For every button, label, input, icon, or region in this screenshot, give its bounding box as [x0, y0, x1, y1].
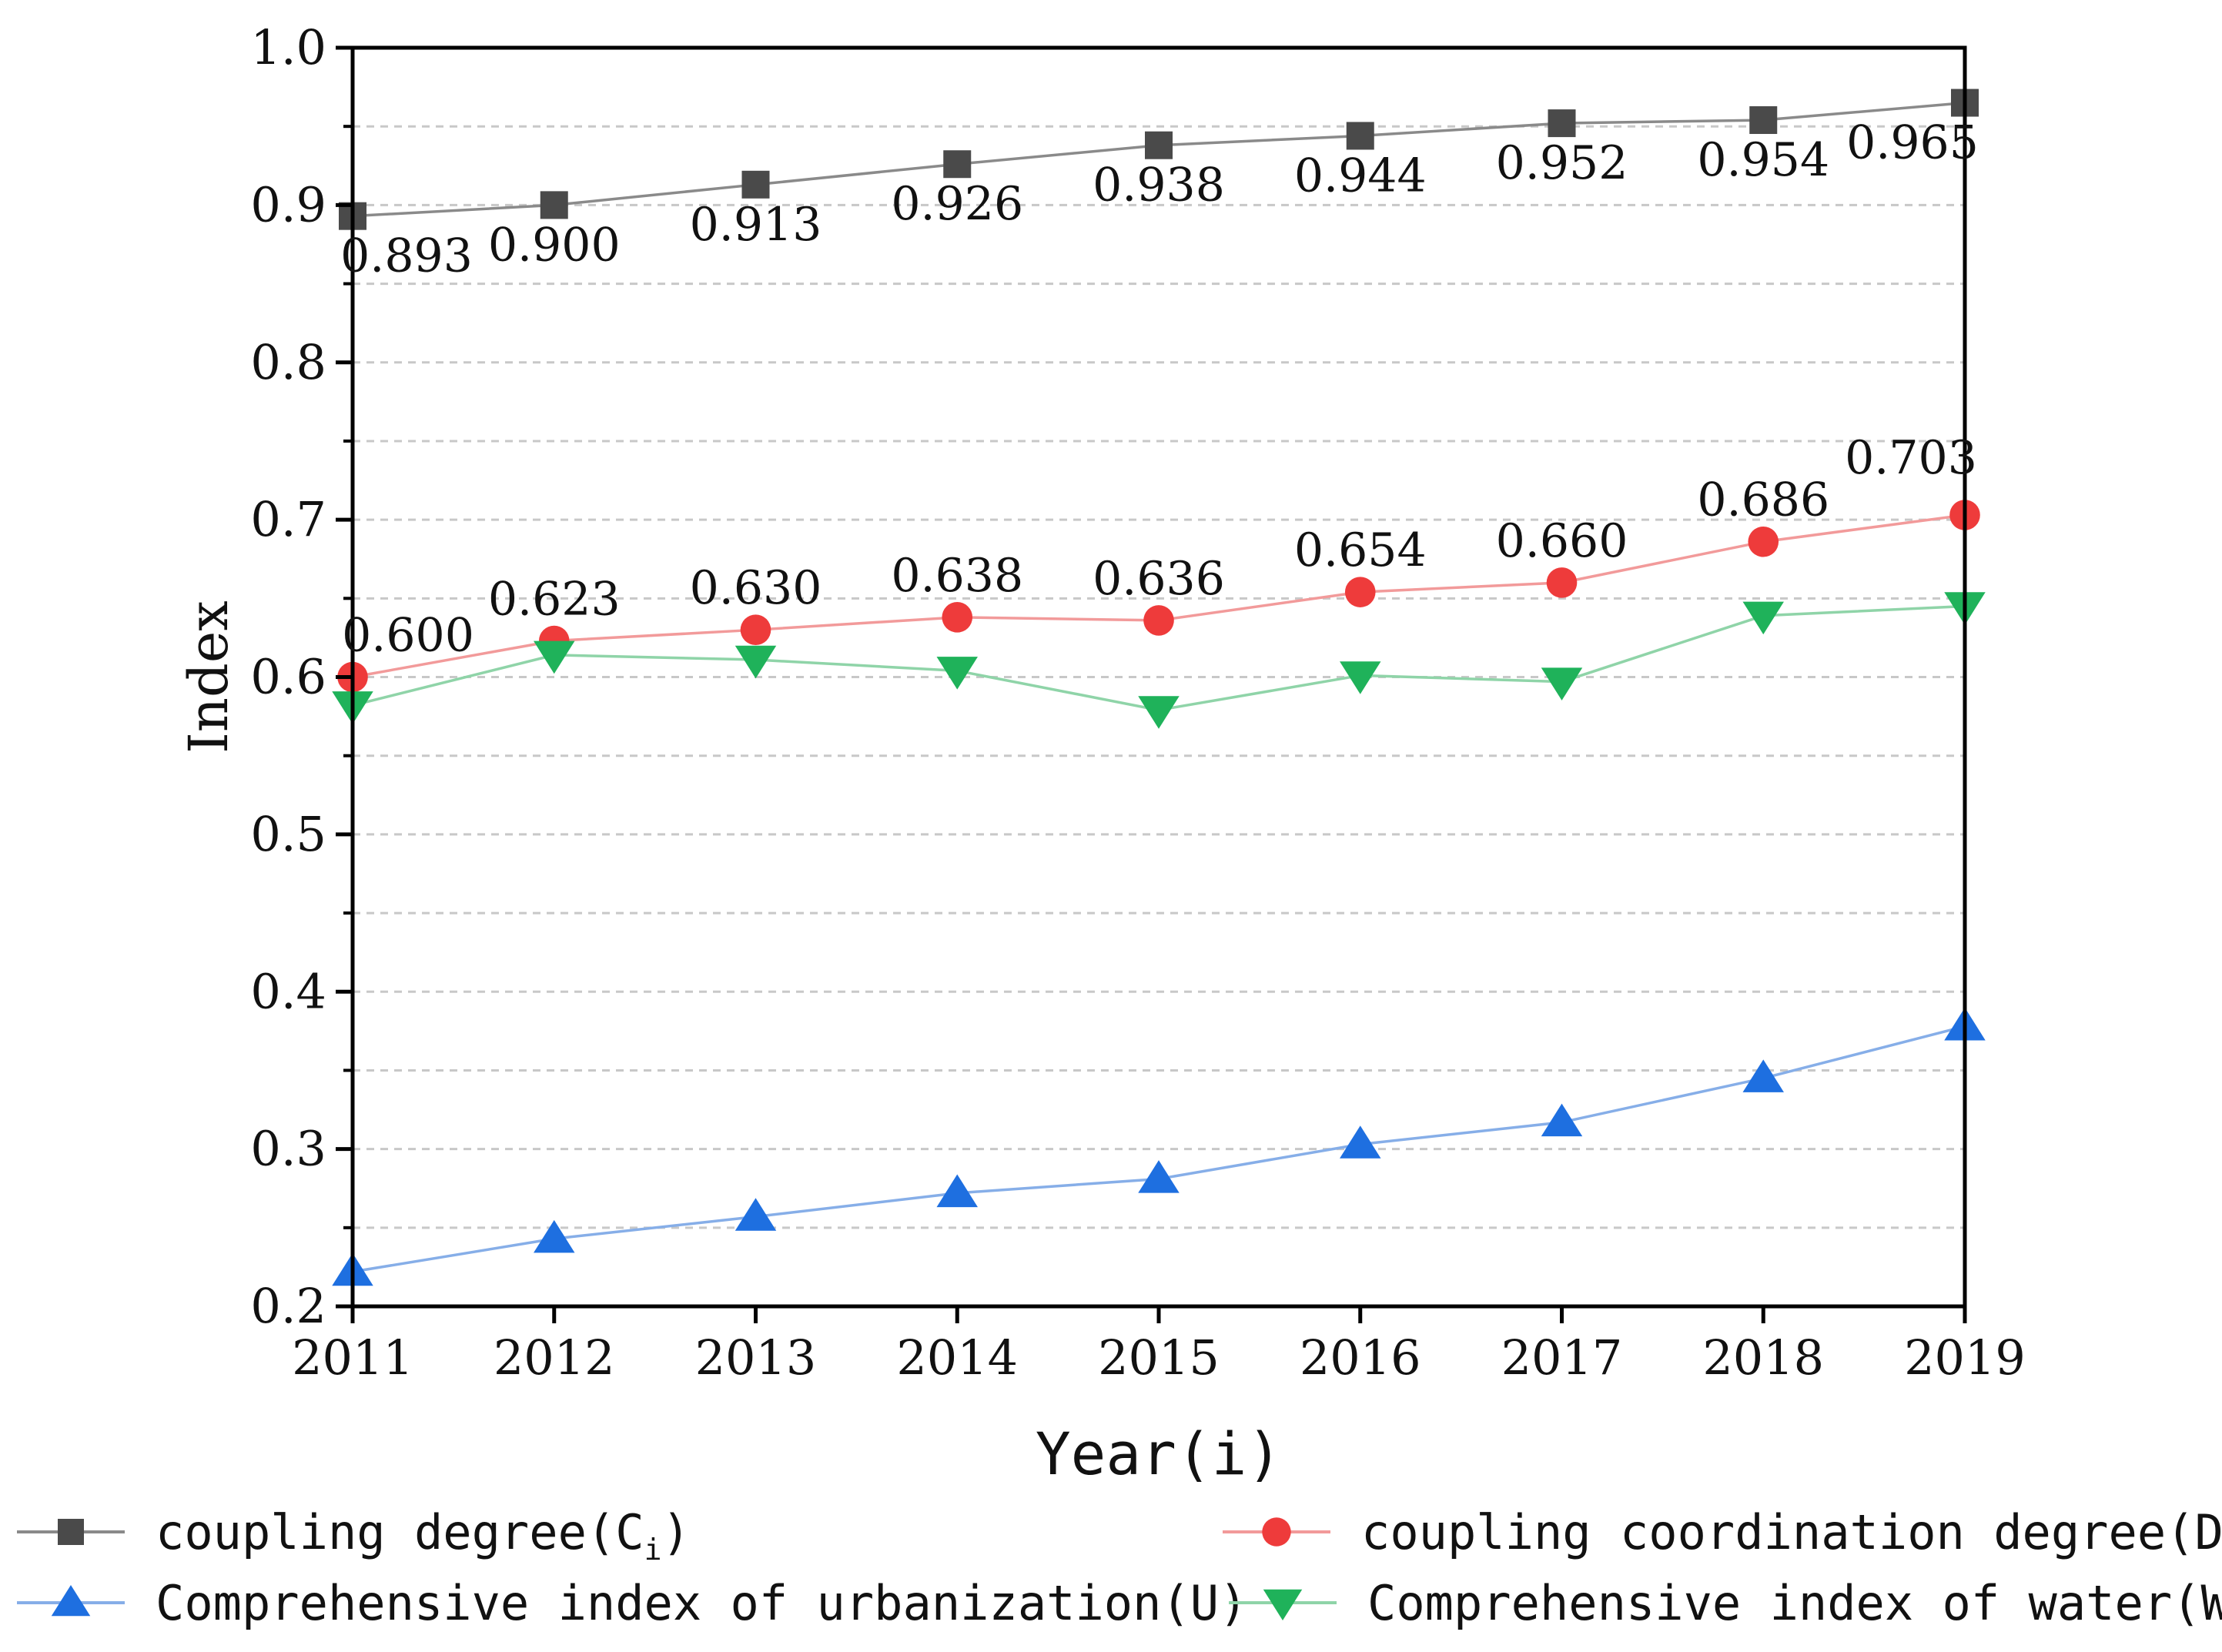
data-point-urbanization-index: [735, 1198, 777, 1231]
data-point-urbanization-index: [534, 1219, 575, 1253]
y-tick-label: 0.2: [250, 1278, 326, 1334]
data-label-coupling-coordination-degree: 0.686: [1697, 473, 1829, 527]
data-point-coupling-coordination-degree: [1143, 605, 1174, 636]
data-label-coupling-coordination-degree: 0.600: [342, 609, 474, 663]
legend-item-water-index: Comprehensive index of water(W): [1229, 1575, 2222, 1631]
data-label-coupling-coordination-degree: 0.638: [891, 549, 1023, 603]
y-axis-title: Index: [177, 600, 240, 753]
data-point-coupling-degree: [1548, 109, 1576, 138]
data-point-coupling-degree: [741, 170, 770, 199]
series-urbanization-index: [332, 1007, 1986, 1286]
data-point-water-index: [1138, 696, 1180, 729]
legend-marker-water-index: [1263, 1589, 1303, 1620]
y-tick-label: 0.5: [250, 806, 326, 862]
data-point-urbanization-index: [1340, 1125, 1381, 1159]
legend-item-urbanization-index: Comprehensive index of urbanization(U): [17, 1575, 1247, 1631]
y-tick-label: 0.7: [250, 491, 326, 547]
data-point-water-index: [1742, 601, 1784, 635]
data-point-coupling-degree: [540, 191, 568, 219]
data-point-coupling-coordination-degree: [1748, 526, 1779, 557]
data-point-water-index: [936, 657, 978, 690]
x-tick-label: 2018: [1702, 1329, 1824, 1386]
axes: 0.2 0.3 0.4 0.5 0.6 0.7 0.8 0.9 1.0 2011 2012 2013 2…: [250, 19, 2026, 1386]
legend-label: Comprehensive index of water(W): [1367, 1575, 2222, 1631]
x-tick-label: 2013: [695, 1329, 817, 1386]
legend-label: coupling degree(Ci): [156, 1504, 691, 1567]
data-point-water-index: [534, 640, 575, 674]
data-point-urbanization-index: [1138, 1160, 1180, 1193]
y-tick-label: 0.8: [250, 334, 326, 390]
grid-lines: [353, 125, 1965, 1229]
data-point-urbanization-index: [936, 1174, 978, 1208]
legend-marker-urbanization-index: [51, 1585, 91, 1617]
data-label-coupling-degree: 0.954: [1697, 133, 1829, 187]
y-tick-label: 1.0: [250, 19, 326, 75]
data-label-coupling-coordination-degree: 0.636: [1093, 552, 1225, 606]
x-tick-label: 2014: [896, 1329, 1018, 1386]
data-point-coupling-degree: [1145, 131, 1173, 159]
data-point-coupling-coordination-degree: [942, 602, 973, 633]
data-point-water-index: [1340, 661, 1381, 694]
data-label-coupling-degree: 0.965: [1846, 116, 1979, 170]
x-tick-label: 2017: [1501, 1329, 1623, 1386]
legend-marker-coupling-coordination-degree: [1262, 1517, 1291, 1547]
y-tick-label: 0.3: [250, 1121, 326, 1177]
data-point-coupling-degree: [1346, 122, 1374, 150]
data-point-water-index: [1541, 667, 1583, 701]
x-tick-label: 2012: [494, 1329, 615, 1386]
data-label-coupling-degree: 0.938: [1093, 159, 1225, 212]
legend-item-coupling-coordination-degree: coupling coordination degree(Di): [1223, 1504, 2222, 1567]
legend: coupling degree(Ci) coupling coordination…: [17, 1504, 2222, 1631]
legend-label: Comprehensive index of urbanization(U): [156, 1575, 1247, 1631]
x-tick-label: 2015: [1098, 1329, 1220, 1386]
data-point-coupling-coordination-degree: [1344, 577, 1376, 607]
data-label-coupling-degree: 0.900: [488, 218, 621, 272]
legend-item-coupling-degree: coupling degree(Ci): [17, 1504, 691, 1567]
data-label-coupling-coordination-degree: 0.630: [690, 561, 822, 615]
y-tick-label: 0.9: [250, 176, 326, 232]
data-point-urbanization-index: [1742, 1059, 1784, 1092]
legend-marker-coupling-degree: [58, 1519, 84, 1545]
data-label-coupling-coordination-degree: 0.654: [1294, 523, 1427, 577]
y-tick-label: 0.6: [250, 649, 326, 705]
data-point-water-index: [735, 645, 777, 679]
data-point-coupling-coordination-degree: [740, 614, 771, 645]
data-label-coupling-coordination-degree: 0.623: [488, 572, 621, 626]
data-label-coupling-degree: 0.944: [1294, 149, 1427, 202]
data-label-coupling-coordination-degree: 0.660: [1496, 514, 1628, 568]
data-point-coupling-coordination-degree: [1546, 567, 1578, 598]
data-point-urbanization-index: [1541, 1103, 1583, 1137]
x-axis-title: Year(i): [1036, 1420, 1282, 1488]
data-label-coupling-degree: 0.926: [891, 177, 1023, 231]
legend-label: coupling coordination degree(Di): [1361, 1504, 2222, 1567]
x-tick-label: 2011: [292, 1329, 413, 1386]
x-tick-label: 2019: [1904, 1329, 2026, 1386]
data-label-coupling-degree: 0.952: [1496, 136, 1628, 190]
data-label-coupling-coordination-degree: 0.703: [1845, 431, 1977, 485]
x-tick-label: 2016: [1300, 1329, 1421, 1386]
data-point-coupling-degree: [943, 150, 972, 179]
data-labels: 0.893 0.900 0.913 0.926 0.938 0.944 0.952 0.954…: [340, 116, 1979, 663]
data-label-coupling-degree: 0.913: [690, 198, 822, 252]
series-coupling-coordination-degree: [337, 500, 1980, 693]
data-point-coupling-degree: [1749, 106, 1778, 135]
data-label-coupling-degree: 0.893: [340, 229, 473, 283]
y-tick-label: 0.4: [250, 963, 326, 1019]
